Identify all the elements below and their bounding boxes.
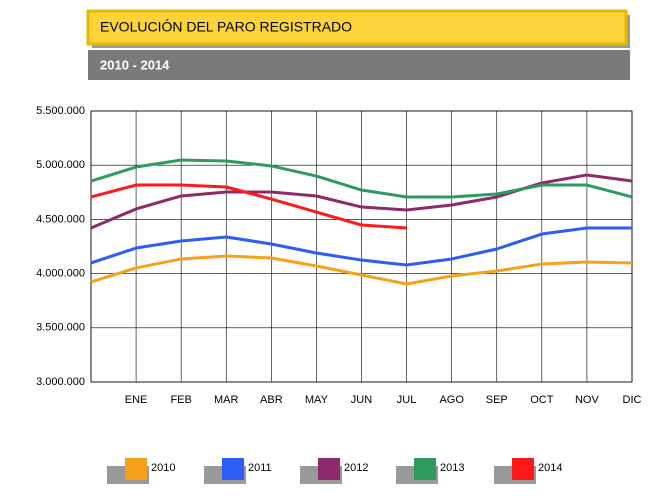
x-tick-label: ENE [125, 394, 148, 406]
legend-label: 2010 [151, 462, 175, 474]
legend-label: 2011 [248, 462, 272, 474]
x-tick-label: OCT [530, 394, 554, 406]
plot-frame [90, 110, 633, 383]
line [90, 173, 633, 230]
line [90, 226, 632, 267]
chart-subtitle: 2010 - 2014 [100, 57, 170, 72]
subtitle-box [88, 50, 630, 80]
y-tick-label: 5.500.000 [36, 105, 85, 117]
x-tick-label: JUN [351, 394, 372, 406]
legend-swatch [512, 458, 534, 480]
line [90, 183, 407, 230]
legend-swatch [222, 458, 244, 480]
x-tick-label: AGO [439, 394, 464, 406]
legend-swatch [414, 458, 436, 480]
chart-title: EVOLUCIÓN DEL PARO REGISTRADO [100, 19, 352, 35]
y-tick-label: 3.000.000 [36, 376, 85, 388]
x-tick-label: DIC [623, 394, 642, 406]
x-tick-label: ABR [260, 394, 283, 406]
y-tick-label: 3.500.000 [36, 322, 85, 334]
x-tick-label: MAR [214, 394, 239, 406]
legend-label: 2014 [538, 462, 562, 474]
line [90, 254, 633, 286]
line [90, 158, 633, 199]
legend-label: 2012 [344, 462, 368, 474]
legend-label: 2013 [440, 462, 464, 474]
x-tick-label: MAY [305, 394, 329, 406]
title-box [86, 9, 628, 46]
x-tick-label: NOV [575, 394, 600, 406]
legend-swatch [318, 458, 340, 480]
legend-swatch [125, 458, 147, 480]
x-tick-label: SEP [486, 394, 508, 406]
y-tick-label: 5.000.000 [36, 159, 85, 171]
x-tick-label: FEB [170, 394, 191, 406]
x-tick-label: JUL [397, 394, 417, 406]
y-tick-label: 4.000.000 [36, 268, 85, 280]
y-tick-label: 4.500.000 [36, 213, 85, 225]
